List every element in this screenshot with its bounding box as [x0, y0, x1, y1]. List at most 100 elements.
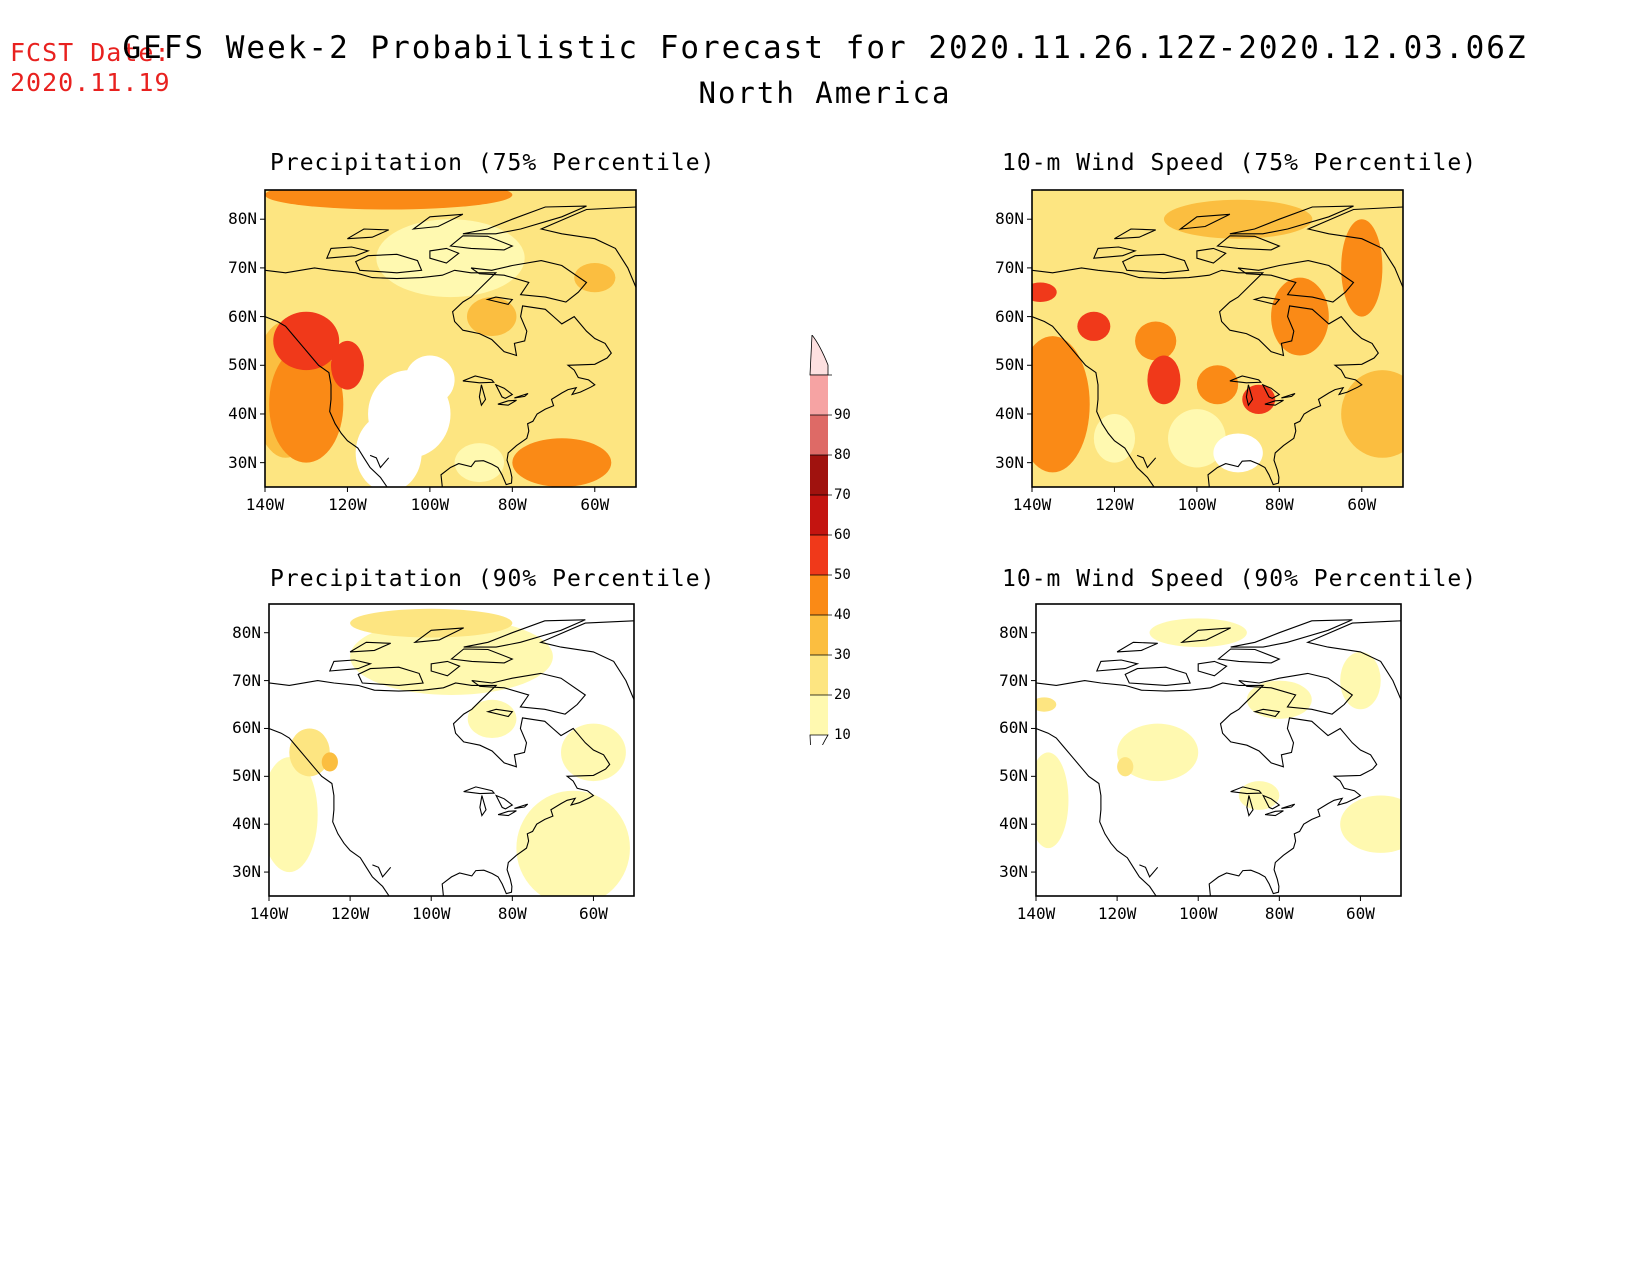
probability-contour — [321, 752, 338, 772]
island-outline — [462, 205, 587, 235]
lat-label: 50N — [228, 355, 257, 375]
page-title: GEFS Week-2 Probabilistic Forecast for 2… — [122, 30, 1528, 66]
lon-label: 60W — [580, 495, 610, 514]
probability-contour — [330, 340, 364, 390]
island-outline — [1114, 228, 1156, 240]
colorbar-label: 30 — [834, 647, 851, 663]
island-outline — [328, 659, 373, 672]
colorbar-label: 60 — [834, 527, 851, 543]
lon-label: 140W — [249, 904, 289, 923]
coastline — [265, 316, 388, 487]
probability-contour — [289, 728, 330, 777]
island-outline — [347, 228, 389, 240]
lon-label: 60W — [578, 904, 608, 923]
lon-label: 120W — [1097, 904, 1137, 923]
island-outline — [463, 619, 586, 648]
island-outline — [1197, 660, 1228, 677]
island-outline — [1238, 672, 1354, 715]
lat-label: 60N — [995, 306, 1024, 326]
lat-label: 30N — [995, 452, 1024, 472]
map-frame — [268, 603, 635, 897]
lat-label: 40N — [999, 814, 1028, 834]
island-outline — [1124, 666, 1191, 686]
colorbar-swatch — [810, 455, 828, 495]
lat-label: 50N — [999, 766, 1028, 786]
probability-contour — [1213, 433, 1263, 473]
probability-contour — [376, 219, 525, 298]
coastline — [1036, 727, 1157, 896]
panel-title-precip-90: Precipitation (90% Percentile) — [270, 566, 716, 592]
probability-contour — [1032, 336, 1090, 473]
colorbar-label: 20 — [834, 687, 851, 703]
lake-outline — [497, 810, 517, 817]
lat-label: 40N — [995, 403, 1024, 423]
probability-contour — [1168, 409, 1226, 468]
probability-contour — [269, 345, 344, 463]
lat-label: 80N — [999, 622, 1028, 642]
map-canvas — [1027, 189, 1404, 492]
greenland-outline — [538, 620, 634, 701]
probability-contour — [1163, 199, 1313, 239]
colorbar-swatch — [810, 495, 828, 535]
island-outline — [1095, 659, 1140, 672]
map-frame — [1035, 603, 1402, 897]
coastline — [265, 267, 612, 487]
colorbar-swatch — [810, 535, 828, 575]
lon-label: 100W — [411, 904, 451, 923]
lon-label: 140W — [1012, 495, 1052, 514]
coastline — [372, 864, 392, 878]
probability-contour — [1135, 321, 1177, 361]
map-canvas — [264, 603, 635, 901]
map-canvas — [1031, 603, 1402, 901]
island-outline — [354, 253, 423, 274]
lat-label: 70N — [995, 257, 1024, 277]
island-outline — [1178, 213, 1231, 230]
lake-outline — [1261, 794, 1281, 810]
lat-label: 40N — [232, 814, 261, 834]
colorbar-label: 50 — [834, 567, 851, 583]
probability-contour — [1147, 355, 1181, 405]
island-outline — [411, 213, 464, 230]
colorbar-swatch — [810, 375, 828, 415]
lat-label: 70N — [999, 670, 1028, 690]
probability-contour — [269, 757, 318, 873]
island-outline — [1116, 641, 1158, 653]
lake-outline — [478, 384, 487, 407]
colorbar-svg — [809, 333, 832, 776]
lon-label: 100W — [1178, 904, 1218, 923]
lon-label: 80W — [497, 904, 527, 923]
lake-outline — [514, 392, 529, 399]
lat-label: 40N — [228, 403, 257, 423]
lake-outline — [494, 383, 514, 400]
colorbar-swatch — [810, 575, 828, 615]
coastline — [269, 727, 390, 896]
coastline — [369, 454, 390, 469]
colorbar-label: 70 — [834, 487, 851, 503]
island-outline — [470, 260, 588, 303]
probability-contour — [1340, 795, 1401, 853]
greenland-outline — [1305, 620, 1401, 701]
probability-contour — [454, 443, 505, 483]
lon-label: 140W — [1016, 904, 1056, 923]
island-outline — [471, 672, 587, 715]
probability-contour — [561, 723, 626, 782]
probability-contour — [1196, 365, 1239, 405]
island-outline — [1092, 246, 1137, 259]
map-precip-90 — [264, 603, 635, 901]
island-outline — [1216, 235, 1281, 251]
lon-label: 60W — [1345, 904, 1375, 923]
colorbar-swatch — [810, 415, 828, 455]
lon-label: 120W — [1095, 495, 1134, 514]
coastline — [269, 680, 611, 896]
probability-contour — [273, 311, 340, 371]
lake-outline — [479, 795, 487, 817]
probability-contour — [405, 355, 455, 405]
panel-title-precip-75: Precipitation (75% Percentile) — [270, 150, 716, 176]
lat-label: 30N — [999, 862, 1028, 882]
island-outline — [1252, 296, 1281, 306]
coastline — [1032, 316, 1155, 487]
lon-label: 80W — [1264, 495, 1294, 514]
lake-outline — [1264, 399, 1284, 406]
lat-label: 60N — [232, 718, 261, 738]
probability-contour — [1117, 757, 1134, 777]
